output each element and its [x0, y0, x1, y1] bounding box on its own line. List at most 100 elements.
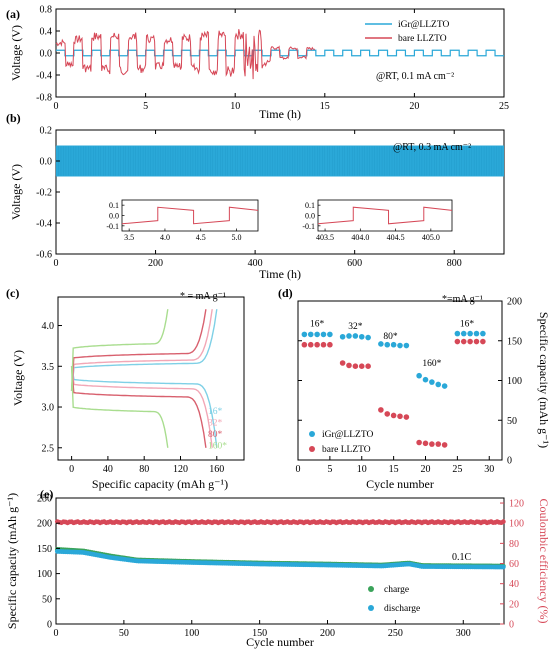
y-tick-label: 200: [37, 519, 52, 530]
panel-c-ylabel: Voltage (V): [11, 350, 25, 406]
panel-c-label: (c): [6, 286, 19, 300]
legend-label-charge: charge: [384, 585, 409, 595]
x-tick-label: 5: [327, 464, 332, 475]
data-point: [467, 338, 473, 345]
inset-frame: [317, 199, 453, 232]
panel-b-annotation: @RT, 0.3 mA cm⁻²: [393, 142, 471, 153]
y-tick-label: 3.5: [42, 362, 55, 373]
y-tick-label: -0.8: [36, 93, 52, 104]
panel-e-legend: charge discharge: [368, 585, 420, 614]
inset-x-tick-label: 403.5: [316, 233, 334, 242]
data-point: [435, 381, 442, 388]
panel-d-ylabel: Specific capacity (mAh g⁻¹): [537, 312, 551, 448]
rate-label: 80*: [383, 332, 398, 342]
data-point: [378, 341, 384, 347]
panel-a-legend: iGr@LLZTO bare LLZTO: [365, 20, 449, 44]
data-point: [422, 440, 429, 447]
inset-x-tick-label: 5.0: [232, 233, 242, 242]
rate-label: 160*: [422, 359, 441, 369]
panel-a-label: (a): [6, 7, 20, 21]
data-point: [320, 331, 327, 338]
panel-e-xlabel: Cycle number: [246, 635, 314, 649]
data-point: [460, 330, 467, 337]
y-tick-label: 2.5: [42, 443, 55, 454]
legend-rate-label: 160*: [208, 442, 227, 452]
data-point: [473, 330, 480, 337]
x-tick-label: 25: [499, 101, 509, 112]
x-tick-label: 0: [296, 464, 301, 475]
data-point: [307, 341, 314, 348]
panel-a-ylabel: Voltage (V): [9, 25, 23, 81]
panel-d-rate-labels: 16* 32* 80* 160* 16*: [310, 319, 474, 369]
data-point: [327, 331, 333, 338]
y-tick-label: 0.4: [40, 27, 53, 38]
x-tick-label: 25: [452, 464, 462, 475]
y2-tick-label: 20: [509, 599, 519, 610]
panel-a-series: [55, 29, 504, 80]
y-tick-label: -0.2: [36, 188, 52, 199]
panel-c-xlabel: Specific capacity (mAh g⁻¹): [92, 477, 228, 491]
data-point: [307, 331, 314, 338]
x-tick-label: 15: [389, 464, 399, 475]
y-tick-label: 200: [507, 297, 522, 308]
x-tick-label: 20: [409, 101, 419, 112]
legend-label-d-igr: iGr@LLZTO: [322, 430, 373, 440]
x-tick-label: 0: [54, 628, 59, 639]
data-point: [384, 411, 391, 417]
data-point: [416, 439, 422, 446]
y-tick-label: 0: [47, 620, 52, 631]
data-point: [429, 441, 435, 447]
inset-y-tick-label: 0.1: [109, 201, 119, 210]
data-point: [390, 341, 397, 348]
data-point: [327, 341, 333, 348]
charge-curve: [70, 309, 213, 391]
x-tick-label: 200: [320, 628, 335, 639]
x-tick-label: 50: [119, 628, 129, 639]
y2-tick-label: 0: [509, 620, 514, 631]
panel-c-frame: [57, 296, 245, 461]
panel-c-annotation: * = mA g⁻¹: [180, 291, 226, 302]
data-point: [301, 341, 308, 348]
legend-label-bare: bare LLZTO: [398, 34, 447, 44]
charge-curve: [70, 309, 218, 391]
panel-e: 0 50 100 150 200 250 300 0 50 100 150 200 250 0 20 40 60…: [5, 487, 551, 649]
panel-c: 0 40 80 120 160 2.5 3.0 3.5 4.0 (c) Specific cap…: [6, 286, 245, 491]
data-point: [397, 413, 403, 420]
x-tick-label: 600: [347, 258, 362, 269]
y2-tick-label: 100: [509, 519, 524, 530]
panel-b-xlabel: Time (h): [259, 267, 301, 281]
legend-marker-bare: [309, 446, 315, 452]
y-tick-label: 0.8: [40, 5, 53, 16]
y-tick-label: 150: [37, 544, 52, 555]
x-tick-label: 40: [103, 464, 113, 475]
data-point: [352, 333, 359, 339]
charge-curve: [70, 309, 169, 391]
y-tick-label: 50: [507, 416, 517, 427]
data-point: [352, 363, 359, 369]
panel-d: 0 5 10 15 20 25 30 0 50 100 150 200 (d) Cycle numbe…: [278, 286, 551, 491]
x-tick-label: 80: [139, 464, 149, 475]
inset-y-tick-label: -0.1: [302, 222, 315, 231]
data-point: [365, 363, 371, 369]
legend-rate-label: 80*: [208, 430, 223, 440]
x-tick-label: 150: [252, 628, 267, 639]
inset-x-tick-label: 4.5: [196, 233, 206, 242]
inset-series: [121, 206, 259, 225]
inset-frame: [121, 199, 259, 232]
panel-e-y2label: Coulombic efficiency (%): [537, 498, 551, 623]
data-point: [384, 341, 391, 348]
inset-x-tick-label: 3.5: [124, 233, 134, 242]
discharge-curve: [70, 366, 207, 448]
data-point: [416, 372, 422, 379]
data-point: [314, 331, 320, 338]
panel-e-axes: 0 50 100 150 200 250 300 0 50 100 150 200 250 0 20 40 60…: [37, 494, 524, 640]
inset-y-tick-label: 0.1: [305, 201, 315, 210]
panel-b-series: [55, 145, 504, 177]
x-tick-label: 15: [320, 101, 330, 112]
data-point: [358, 333, 365, 340]
data-point: [390, 412, 397, 419]
x-tick-label: 100: [184, 628, 199, 639]
y-tick-label: 100: [507, 376, 522, 387]
x-tick-label: 0: [54, 258, 59, 269]
